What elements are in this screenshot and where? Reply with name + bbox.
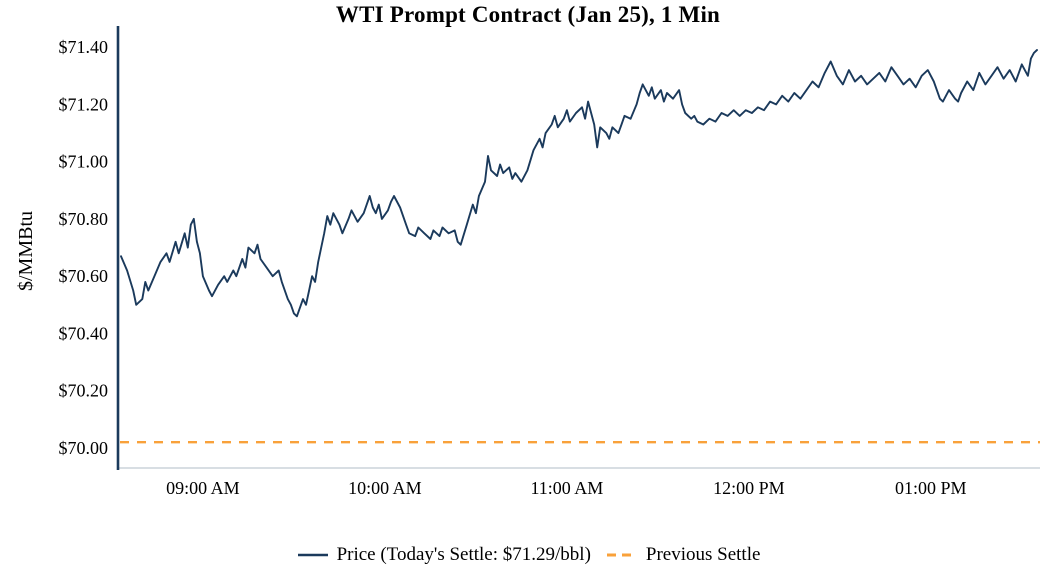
- y-tick-label: $71.20: [59, 94, 109, 114]
- price-line-swatch: [297, 553, 328, 557]
- x-tick-label: 10:00 AM: [348, 478, 422, 498]
- y-tick-label: $70.40: [59, 323, 109, 343]
- y-tick-label: $70.00: [59, 438, 109, 458]
- y-tick-label: $70.60: [59, 266, 109, 286]
- legend: Price (Today's Settle: $71.29/bbl) Previ…: [0, 544, 1056, 566]
- y-tick-label: $70.20: [59, 381, 109, 401]
- y-tick-label: $70.80: [59, 209, 109, 229]
- x-tick-label: 11:00 AM: [530, 478, 603, 498]
- x-tick-label: 01:00 PM: [895, 478, 967, 498]
- prev-settle-swatch: [606, 553, 637, 557]
- y-tick-label: $71.40: [59, 37, 109, 57]
- legend-item-prev-settle: Previous Settle: [605, 544, 761, 566]
- chart-title: WTI Prompt Contract (Jan 25), 1 Min: [335, 2, 721, 27]
- legend-price-label: Price (Today's Settle: $71.29/bbl): [336, 544, 591, 565]
- x-tick-label: 12:00 PM: [713, 478, 785, 498]
- legend-item-price: Price (Today's Settle: $71.29/bbl): [296, 544, 591, 566]
- price-line: [120, 49, 1038, 318]
- x-tick-label: 09:00 AM: [166, 478, 240, 498]
- legend-prev-settle-label: Previous Settle: [645, 544, 761, 565]
- y-tick-label: $71.00: [59, 152, 109, 172]
